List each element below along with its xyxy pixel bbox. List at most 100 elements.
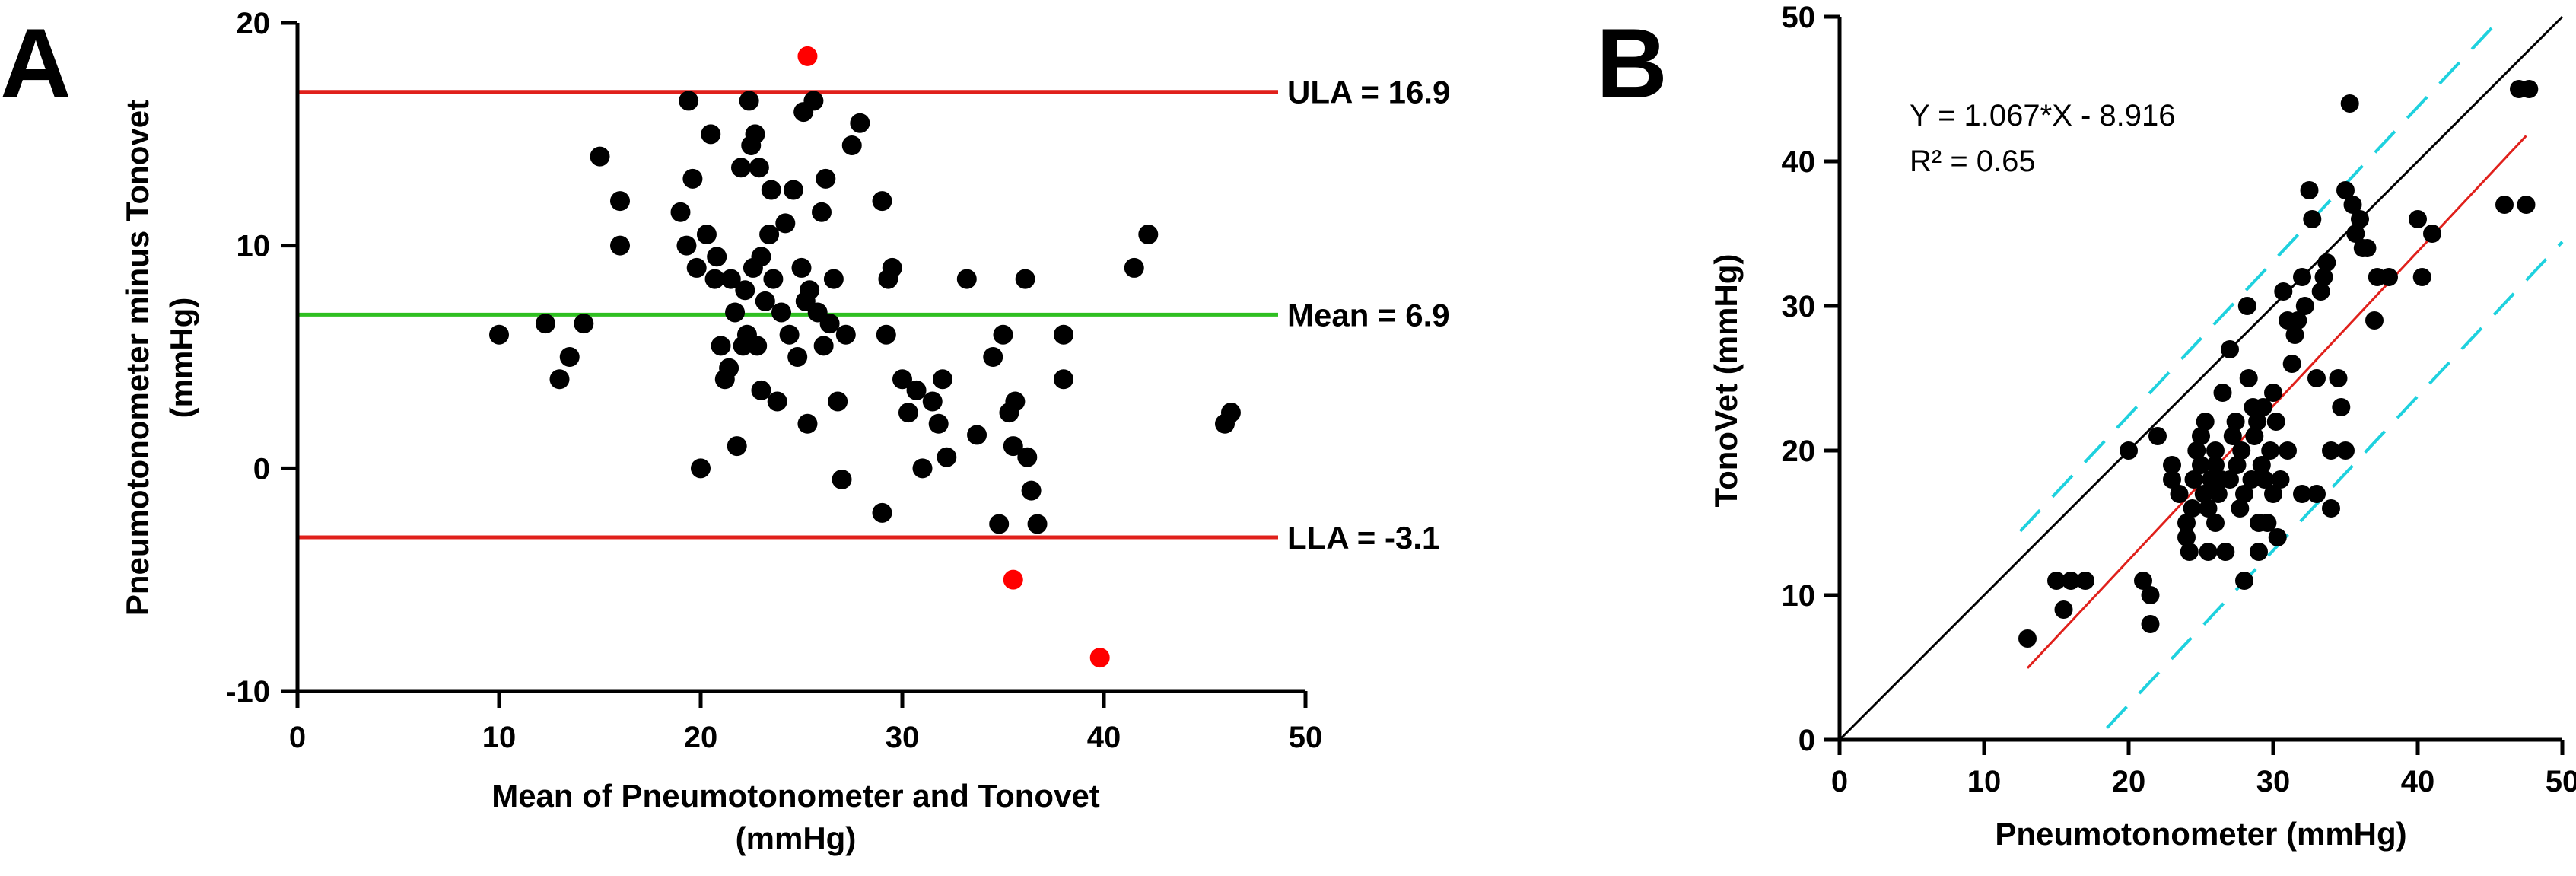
panel-b-data-point (2271, 470, 2290, 489)
panel-b-data-point (2322, 499, 2340, 518)
panel-a-y-tick-label: -10 (226, 675, 270, 709)
panel-b-data-point (2303, 210, 2322, 228)
panel-a-data-point (727, 436, 747, 457)
panel-b-data-point (2232, 441, 2251, 460)
panel-a-y-tick-label: 10 (237, 230, 271, 263)
panel-b-data-point (2314, 268, 2333, 286)
panel-a-data-point (739, 91, 759, 111)
panel-b-axes (1837, 17, 2562, 742)
panel-b-data-point (2231, 499, 2250, 518)
panel-b-data-point (2307, 485, 2326, 503)
panel-a-data-point (791, 257, 812, 278)
panel-b-data-point (2340, 94, 2359, 113)
panel-b-data-point (2199, 543, 2218, 561)
panel-a-data-point (707, 247, 727, 267)
panel-b-data-point (2412, 268, 2431, 286)
panel-a-data-point (574, 314, 594, 334)
panel-a-data-point (735, 280, 755, 301)
panel-b-data-point (2237, 297, 2256, 315)
panel-b-data-point (2221, 340, 2239, 358)
panel-a-data-point (670, 202, 691, 222)
panel-a-data-point (725, 302, 746, 323)
panel-b-data-point (2279, 441, 2297, 460)
panel-a-data-point (1054, 369, 1073, 390)
panel-a-data-point (850, 113, 870, 133)
panel-a-data-point (872, 502, 892, 523)
panel-b-y-tick-label: 20 (1782, 435, 1816, 468)
panel-a-data-point (892, 369, 912, 390)
panel-a-data-point (819, 314, 840, 334)
panel-b-data-point (2252, 456, 2271, 474)
panel-b-x-tick-label: 50 (2546, 765, 2576, 798)
panel-b-data-point (2520, 80, 2539, 98)
panel-a-data-point (682, 168, 703, 189)
panel-b-data-point (2177, 528, 2196, 546)
panel-b-data-point (2184, 470, 2203, 489)
panel-a-data-point (967, 425, 987, 445)
panel-b-data-point (2192, 427, 2210, 445)
panel-b-data-point (2177, 514, 2196, 532)
panel-b-data-point (2206, 456, 2225, 474)
panel-a-data-point (610, 191, 630, 212)
panel-a-points (489, 46, 1241, 668)
panel-a-x-tick-label: 20 (684, 721, 718, 754)
panel-b-data-point (2242, 470, 2261, 489)
panel-a-data-point (679, 91, 699, 111)
panel-a-data-point (686, 257, 707, 278)
panel-a-chart: ULA = 16.9 Mean = 6.9 LLA = -3.1 0 10 20 30 40… (119, 7, 1450, 856)
panel-b-data-point (2213, 384, 2232, 402)
panel-b-data-point (2199, 499, 2218, 518)
panel-b-data-point (2206, 514, 2225, 532)
panel-a-x-tick-label: 50 (1289, 721, 1323, 754)
panel-a-y-tick-label: 0 (253, 452, 270, 486)
panel-b-data-point (2235, 572, 2253, 590)
panel-a-data-point (823, 269, 844, 289)
panel-b-data-point (2120, 441, 2138, 460)
panel-a-data-point (928, 413, 949, 434)
panel-b-data-point (2274, 282, 2293, 301)
panel-a-data-point (1015, 269, 1035, 289)
panel-a-data-point (763, 269, 784, 289)
panel-a-data-point (759, 225, 780, 245)
panel-letter-b: B (1596, 8, 1668, 119)
panel-a-data-point (771, 302, 791, 323)
panel-b-data-point (2365, 311, 2384, 330)
panel-a-x-tick-label: 0 (289, 721, 306, 754)
panel-a-data-point (983, 347, 1003, 367)
panel-b-x-tick-label: 20 (2112, 765, 2146, 798)
panel-b-data-point (2187, 441, 2206, 460)
panel-a-outlier-point (1003, 569, 1023, 590)
panel-a-data-point (872, 191, 892, 212)
panel-b-data-point (2141, 615, 2160, 633)
panel-a-data-point (912, 458, 933, 479)
panel-b-data-point (2295, 297, 2314, 315)
panel-a-data-point (691, 458, 711, 479)
panel-b-data-point (2245, 427, 2264, 445)
panel-b-regression-line (2026, 135, 2527, 669)
panel-b-regression-equation: Y = 1.067*X - 8.916 (1910, 99, 2176, 132)
panel-b-y-axis-label: TonoVet (mmHg) (1708, 254, 1744, 508)
panel-b-data-point (2266, 413, 2285, 431)
panel-b-data-point (2300, 181, 2319, 199)
panel-b-data-point (2358, 239, 2377, 257)
panel-b-data-point (2206, 441, 2225, 460)
panel-a-data-point (993, 324, 1013, 345)
panel-b-data-point (2409, 210, 2427, 228)
panel-a-data-point (751, 247, 771, 267)
panel-b-data-point (2285, 326, 2304, 344)
panel-a-reference-label: ULA = 16.9 (1287, 75, 1450, 110)
panel-a-x-tick-label: 10 (482, 721, 517, 754)
panel-a-y-axis-label-line1: Pneumotonometer minus Tonovet (119, 100, 155, 616)
panel-a-data-point (933, 369, 952, 390)
panel-a-data-point (835, 324, 856, 345)
panel-b-identity-line (1838, 15, 2564, 741)
panel-b-data-point (2250, 543, 2268, 561)
panel-b-x-tick-label: 10 (1967, 765, 2002, 798)
panel-a-data-point (1021, 480, 1042, 501)
panel-b-y-ticks: 0 10 20 30 40 50 (1782, 1, 1840, 757)
panel-a-data-point (549, 369, 570, 390)
panel-b-data-point (2180, 543, 2199, 561)
panel-a-data-point (535, 314, 555, 334)
panel-a-data-point (755, 291, 775, 311)
panel-a-data-point (761, 180, 781, 200)
